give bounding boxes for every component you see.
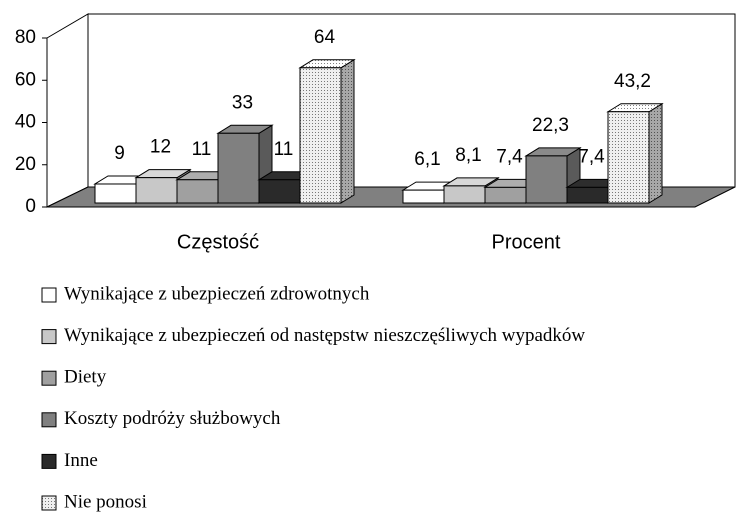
x-tick-label: Częstość [177, 231, 259, 253]
bar [525, 155, 568, 204]
data-label: 11 [192, 139, 212, 160]
legend-label: Wynikające z ubezpieczeń od następstw ni… [64, 325, 585, 346]
data-label: 11 [274, 139, 294, 160]
data-label: 7,4 [578, 146, 605, 167]
bar-side [340, 58, 355, 204]
bar [484, 186, 527, 204]
bar [607, 111, 650, 204]
y-tick-label: 60 [15, 69, 36, 90]
bar [258, 179, 301, 204]
bar [566, 186, 609, 204]
legend-swatch [41, 495, 57, 511]
bar [94, 183, 137, 204]
legend-label: Diety [64, 367, 107, 388]
legend-label: Wynikające z ubezpieczeń zdrowotnych [64, 283, 370, 304]
legend-label: Nie ponosi [64, 491, 147, 512]
bar [443, 185, 486, 204]
legend-swatch [41, 287, 57, 303]
legend-swatch [41, 453, 57, 469]
data-label: 22,3 [532, 115, 569, 136]
bar [176, 179, 219, 204]
y-tick-label: 0 [25, 196, 36, 217]
y-tick-label: 80 [15, 27, 36, 48]
data-label: 64 [314, 27, 336, 48]
legend-label: Koszty podróży służbowych [64, 408, 281, 429]
data-label: 7,4 [496, 146, 523, 167]
data-label: 43,2 [614, 71, 651, 92]
data-label: 9 [114, 143, 125, 164]
legend-swatch [41, 370, 57, 386]
data-label: 6,1 [414, 149, 440, 170]
legend-label: Inne [64, 450, 98, 471]
bar [135, 177, 178, 204]
legend-swatch [41, 329, 57, 345]
y-tick-label: 40 [15, 112, 36, 133]
side-wall [46, 13, 89, 208]
legend-swatch [41, 412, 57, 428]
bar [402, 189, 445, 204]
data-label: 8,1 [455, 145, 481, 166]
bar-side [648, 102, 663, 204]
data-label: 12 [150, 137, 171, 158]
y-tick-label: 20 [15, 154, 36, 175]
bar [299, 67, 342, 204]
bar [217, 132, 260, 204]
data-label: 33 [232, 92, 253, 113]
x-tick-label: Procent [492, 231, 561, 253]
